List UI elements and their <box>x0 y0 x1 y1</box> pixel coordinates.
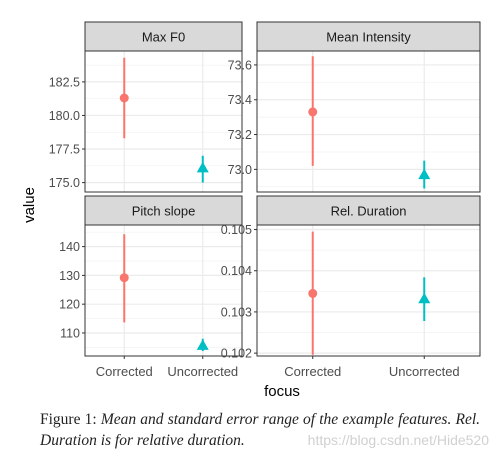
faceted-chart: Max F0 175.0 177.5 180.0 182.5 Mean Intensity… <box>21 21 481 400</box>
panel-3-point-uncorrected <box>196 339 209 350</box>
panel-1-ytick-label: 177.5 <box>49 143 80 157</box>
panel-2-ytick-label: 73.4 <box>228 93 252 107</box>
panel-4-ytick-label: 0.105 <box>221 223 252 237</box>
panel-4-xtick-label: Corrected <box>284 364 341 379</box>
panel-3-xtick-label: Uncorrected <box>167 364 238 379</box>
panel-3-border <box>84 224 243 357</box>
caption-label: Figure 1: <box>40 411 97 428</box>
panel-3-title: Pitch slope <box>132 204 196 219</box>
panel-4-title: Rel. Duration <box>331 204 407 219</box>
panel-4-ytick-label: 0.103 <box>221 305 252 319</box>
panel-3-ytick-label: 120 <box>59 298 80 312</box>
panel-2-point-uncorrected <box>418 168 431 180</box>
panel-4-ytick-label: 0.104 <box>221 264 252 278</box>
panel-1-title: Max F0 <box>142 30 185 45</box>
caption-text: Mean and standard error range of the exa… <box>40 411 481 449</box>
panel-1-plot-bg <box>85 51 242 192</box>
panel-4-border <box>256 224 481 357</box>
watermark: https://blog.csdn.net/Hide520 <box>307 432 489 448</box>
figure-caption: Figure 1: Mean and standard error range … <box>40 409 480 451</box>
panel-1-border <box>84 50 243 193</box>
panel-1-ytick-label: 182.5 <box>49 75 80 89</box>
x-axis-title: focus <box>264 383 300 400</box>
panel-3-strip <box>84 195 243 226</box>
panel-2-ytick-label: 73.2 <box>228 128 252 142</box>
panel-2-border <box>256 50 481 193</box>
panel-2-ytick-label: 73.0 <box>228 163 252 177</box>
panel-4-point-corrected <box>308 288 318 298</box>
panel-1-point-uncorrected <box>196 161 209 173</box>
panel-3-point-corrected <box>119 273 129 283</box>
panel-2-point-corrected <box>308 107 318 117</box>
panel-1-point-corrected <box>119 93 129 103</box>
panel-3-xtick-label: Corrected <box>96 364 153 379</box>
panel-4-strip <box>256 195 481 226</box>
panel-3-ytick-label: 110 <box>60 326 80 340</box>
panel-4-plot-bg <box>257 225 480 356</box>
panel-1-ytick-label: 175.0 <box>49 176 80 190</box>
panel-2-plot-bg <box>257 51 480 192</box>
panel-4-point-uncorrected <box>418 292 431 304</box>
panel-3-ytick-label: 130 <box>59 269 80 283</box>
panel-1-strip <box>84 21 243 52</box>
panel-3-ytick-label: 140 <box>59 240 80 254</box>
panel-2-ytick-label: 73.6 <box>228 58 252 72</box>
y-axis-title: value <box>21 187 38 223</box>
panel-4-ytick-label: 0.102 <box>221 347 252 361</box>
panel-4-xtick-label: Uncorrected <box>389 364 460 379</box>
panel-1-ytick-label: 180.0 <box>49 109 80 123</box>
panel-2-title: Mean Intensity <box>326 30 411 45</box>
panel-3-plot-bg <box>85 225 242 356</box>
panel-2-strip <box>256 21 481 52</box>
